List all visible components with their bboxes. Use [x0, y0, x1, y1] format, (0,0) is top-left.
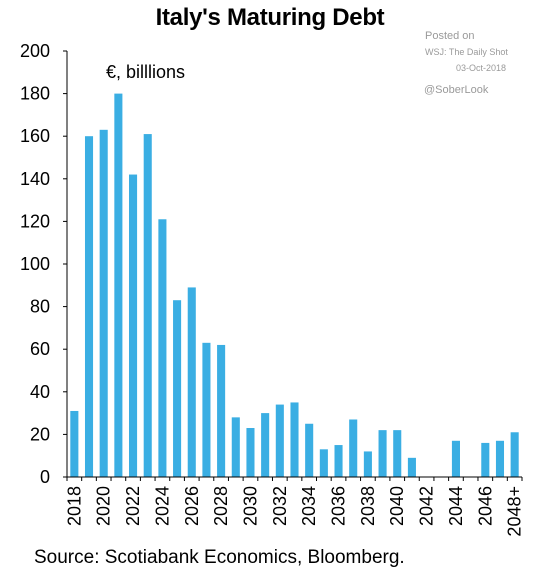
author-handle-note: @SoberLook	[424, 84, 489, 96]
bar-2048plus	[510, 432, 519, 477]
x-tick-label: 2048+	[505, 486, 525, 537]
bar-2024	[158, 219, 167, 477]
bar-2029	[231, 417, 240, 477]
bar-2027	[202, 342, 211, 477]
y-tick-label: 0	[40, 467, 50, 487]
x-tick-label: 2038	[358, 486, 378, 526]
source-publication-note: WSJ: The Daily Shot	[425, 47, 508, 57]
y-tick-label: 160	[20, 126, 50, 146]
bar-2030	[246, 428, 255, 477]
x-tick-label: 2026	[182, 486, 202, 526]
bar-2025	[173, 300, 182, 477]
bar-2036	[334, 445, 343, 477]
bar-2038	[363, 451, 372, 477]
x-tick-label: 2040	[387, 486, 407, 526]
bar-2041	[407, 457, 416, 477]
y-tick-label: 120	[20, 211, 50, 231]
bar-2033	[290, 402, 299, 477]
bar-2037	[349, 419, 358, 477]
chart-title: Italy's Maturing Debt	[155, 4, 385, 31]
x-axis-ticks: 2018 2020 2022 2024 2026 2028 2030 2032 2034 2036…	[64, 477, 525, 537]
y-tick-label: 20	[30, 424, 50, 444]
bar-2047	[495, 440, 505, 477]
x-tick-label: 2034	[299, 486, 319, 526]
bar-2021	[114, 93, 123, 477]
x-tick-label: 2046	[475, 486, 495, 526]
x-tick-label: 2020	[94, 486, 114, 526]
x-tick-label: 2042	[417, 486, 437, 526]
bar-2019	[84, 136, 94, 477]
bars-group	[70, 93, 519, 478]
bar-2031	[261, 413, 270, 477]
x-tick-label: 2022	[123, 486, 143, 526]
unit-label: €, billlions	[106, 62, 186, 82]
bar-2018	[70, 410, 79, 477]
bar-2035	[319, 449, 328, 477]
y-tick-label: 40	[30, 382, 50, 402]
bar-2028	[217, 344, 226, 477]
bar-2022	[129, 174, 138, 478]
y-tick-label: 200	[20, 41, 50, 61]
bar-2032	[275, 404, 284, 477]
y-tick-label: 140	[20, 169, 50, 189]
bar-2040	[393, 430, 402, 477]
bar-2044	[451, 440, 460, 477]
x-tick-label: 2030	[240, 486, 260, 526]
source-note: Source: Scotiabank Economics, Bloomberg.	[34, 547, 405, 568]
y-axis-ticks: 0 20 40 60 80 100 120 140 160 180 200	[20, 41, 67, 487]
bar-2039	[378, 430, 387, 477]
y-tick-label: 80	[30, 297, 50, 317]
posted-on-note: Posted on	[425, 30, 475, 42]
y-tick-label: 60	[30, 339, 50, 359]
bar-2023	[143, 134, 152, 477]
x-tick-label: 2018	[64, 486, 84, 526]
post-date-note: 03-Oct-2018	[456, 63, 507, 73]
x-tick-label: 2044	[446, 486, 466, 526]
bar-2020	[99, 129, 108, 477]
x-tick-label: 2024	[152, 486, 172, 526]
x-tick-label: 2036	[329, 486, 349, 526]
y-tick-label: 180	[20, 84, 50, 104]
bar-2026	[187, 287, 196, 477]
bar-2034	[305, 423, 314, 477]
x-tick-label: 2032	[270, 486, 290, 526]
x-tick-label: 2028	[211, 486, 231, 526]
y-tick-label: 100	[20, 254, 50, 274]
bar-2046	[481, 442, 490, 477]
